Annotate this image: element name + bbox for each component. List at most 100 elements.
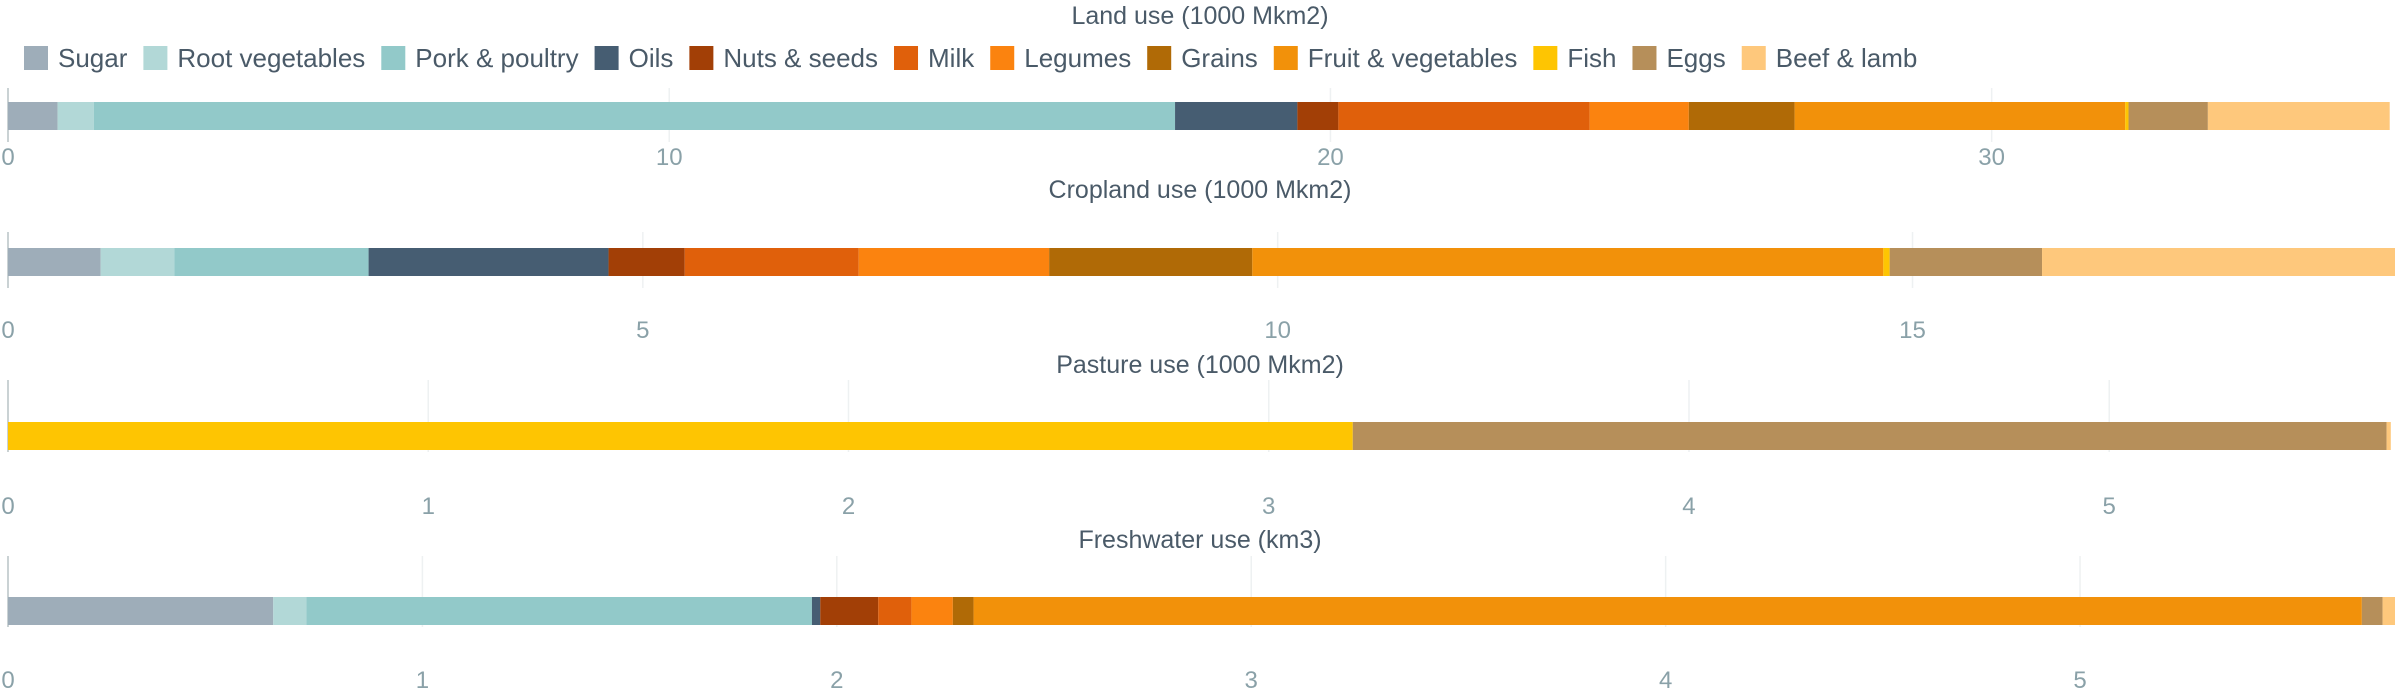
legend-item[interactable]: Legumes bbox=[990, 43, 1131, 73]
tick-label: 1 bbox=[416, 667, 429, 694]
legend-label: Sugar bbox=[58, 43, 128, 73]
bar-segment[interactable] bbox=[2382, 597, 2395, 625]
bar-segment[interactable] bbox=[100, 248, 175, 276]
legend-swatch bbox=[1533, 46, 1558, 70]
tick-label: 10 bbox=[656, 144, 683, 171]
tick-label: 2 bbox=[830, 667, 843, 694]
legend-swatch bbox=[1147, 46, 1172, 70]
tick-label: 0 bbox=[1, 317, 14, 344]
tick-label: 10 bbox=[1264, 317, 1291, 344]
bar-segment[interactable] bbox=[2125, 102, 2129, 130]
bar-segment[interactable] bbox=[1352, 422, 2387, 450]
panel-title: Cropland use (1000 Mkm2) bbox=[1049, 176, 1352, 204]
legend-label: Eggs bbox=[1666, 43, 1725, 73]
bar-segment[interactable] bbox=[174, 248, 369, 276]
legend-item[interactable]: Oils bbox=[594, 43, 674, 73]
bar-segment[interactable] bbox=[911, 597, 953, 625]
bar-segment[interactable] bbox=[2128, 102, 2208, 130]
legend-item[interactable]: Nuts & seeds bbox=[689, 43, 878, 73]
legend-label: Nuts & seeds bbox=[723, 43, 878, 73]
tick-label: 2 bbox=[842, 493, 855, 520]
panel-title: Freshwater use (km3) bbox=[1078, 526, 1321, 554]
legend-swatch bbox=[24, 46, 48, 70]
bar-segment[interactable] bbox=[1889, 248, 2043, 276]
legend-label: Root vegetables bbox=[177, 43, 365, 73]
legend-item[interactable]: Sugar bbox=[24, 43, 128, 73]
bar-segment[interactable] bbox=[1049, 248, 1253, 276]
legend-swatch bbox=[1632, 46, 1657, 70]
tick-label: 4 bbox=[1659, 667, 1672, 694]
legend-label: Fish bbox=[1567, 43, 1616, 73]
bar-segment[interactable] bbox=[952, 597, 974, 625]
bar-segment[interactable] bbox=[1688, 102, 1795, 130]
bar-segment[interactable] bbox=[608, 248, 685, 276]
bar-segment[interactable] bbox=[1175, 102, 1298, 130]
tick-label: 15 bbox=[1899, 317, 1926, 344]
bar-segment[interactable] bbox=[306, 597, 812, 625]
legend-item[interactable]: Fruit & vegetables bbox=[1273, 43, 1518, 73]
bar-segment[interactable] bbox=[2386, 422, 2391, 450]
bar-segment[interactable] bbox=[811, 597, 821, 625]
legend: Sugar Root vegetables Pork & poultry Oils Nu… bbox=[24, 43, 1917, 73]
legend-item[interactable]: Fish bbox=[1533, 43, 1616, 73]
legend-label: Milk bbox=[928, 43, 975, 73]
legend-item[interactable]: Root vegetables bbox=[143, 43, 365, 73]
bar-segment[interactable] bbox=[1252, 248, 1884, 276]
chart-panel: Cropland use (1000 Mkm2) 0 5 10 15 bbox=[1, 176, 2395, 344]
tick-label: 30 bbox=[1978, 144, 2005, 171]
tick-label: 20 bbox=[1317, 144, 1344, 171]
legend-label: Beef & lamb bbox=[1776, 43, 1918, 73]
bar-segment[interactable] bbox=[684, 248, 859, 276]
bar-segment[interactable] bbox=[368, 248, 609, 276]
legend-item[interactable]: Beef & lamb bbox=[1741, 43, 1918, 73]
bar-segment[interactable] bbox=[57, 102, 94, 130]
chart-panel: Pasture use (1000 Mkm2) 0 1 2 3 4 5 bbox=[1, 351, 2391, 520]
bar-segment[interactable] bbox=[973, 597, 2362, 625]
bar-segment[interactable] bbox=[878, 597, 912, 625]
panel-title: Pasture use (1000 Mkm2) bbox=[1056, 351, 1344, 379]
legend-swatch bbox=[143, 46, 168, 70]
bar-segment[interactable] bbox=[2042, 248, 2395, 276]
bar-segment[interactable] bbox=[1338, 102, 1590, 130]
bar-segment[interactable] bbox=[8, 102, 58, 130]
bar-segment[interactable] bbox=[1794, 102, 2126, 130]
legend-label: Fruit & vegetables bbox=[1308, 43, 1518, 73]
bar-segment[interactable] bbox=[273, 597, 307, 625]
legend-label: Pork & poultry bbox=[415, 43, 578, 73]
tick-label: 5 bbox=[2103, 493, 2116, 520]
legend-item[interactable]: Eggs bbox=[1632, 43, 1726, 73]
tick-label: 0 bbox=[1, 493, 14, 520]
tick-label: 3 bbox=[1262, 493, 1275, 520]
chart-panel: Freshwater use (km3) 0 1 2 3 4 5 bbox=[1, 526, 2395, 694]
bar-segment[interactable] bbox=[1883, 248, 1890, 276]
bar-segment[interactable] bbox=[858, 248, 1050, 276]
bar-segment[interactable] bbox=[1297, 102, 1339, 130]
tick-label: 1 bbox=[422, 493, 435, 520]
bar-segment[interactable] bbox=[2361, 597, 2383, 625]
tick-label: 4 bbox=[1682, 493, 1695, 520]
bar-segment[interactable] bbox=[1589, 102, 1689, 130]
tick-label: 3 bbox=[1245, 667, 1258, 694]
bar-segment[interactable] bbox=[93, 102, 1176, 130]
legend-swatch bbox=[381, 46, 406, 70]
bar-segment[interactable] bbox=[8, 248, 101, 276]
panel-title: Land use (1000 Mkm2) bbox=[1071, 2, 1328, 30]
legend-swatch bbox=[894, 46, 919, 70]
legend-item[interactable]: Pork & poultry bbox=[381, 43, 579, 73]
bar-segment[interactable] bbox=[820, 597, 879, 625]
legend-item[interactable]: Milk bbox=[894, 43, 975, 73]
tick-label: 0 bbox=[1, 667, 14, 694]
chart-panel: Land use (1000 Mkm2) 0 10 20 30 bbox=[1, 2, 2390, 171]
legend-label: Legumes bbox=[1024, 43, 1131, 73]
legend-swatch bbox=[1741, 46, 1766, 70]
bar-segment[interactable] bbox=[2207, 102, 2390, 130]
legend-swatch bbox=[594, 46, 619, 70]
bar-segment[interactable] bbox=[8, 422, 1353, 450]
legend-label: Grains bbox=[1181, 43, 1258, 73]
tick-label: 5 bbox=[2073, 667, 2086, 694]
legend-item[interactable]: Grains bbox=[1147, 43, 1258, 73]
tick-label: 0 bbox=[1, 144, 14, 171]
bar-segment[interactable] bbox=[8, 597, 274, 625]
